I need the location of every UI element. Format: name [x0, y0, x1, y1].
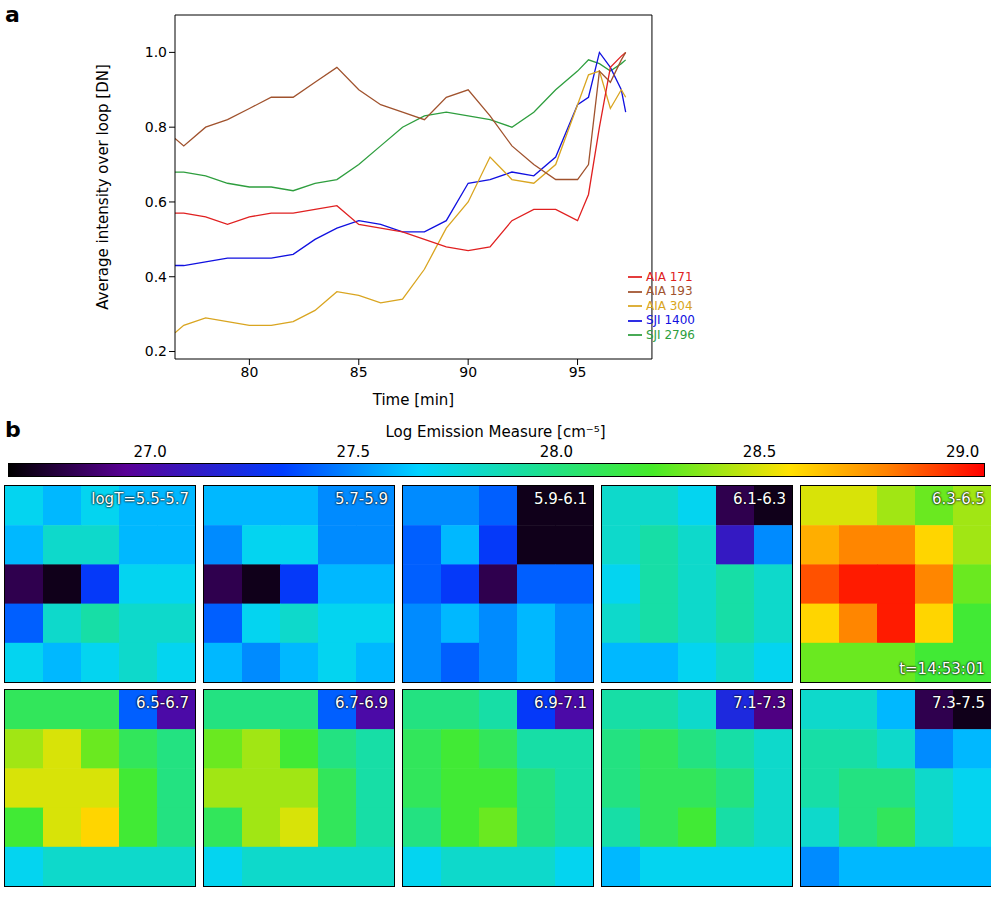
html-text:28.0: 28.0 [539, 443, 574, 461]
html-text:7.1-7.3: 7.1-7.3 [732, 694, 786, 712]
html-text:6.5-6.7: 6.5-6.7 [135, 694, 189, 712]
html-text:5.7-5.9: 5.7-5.9 [334, 490, 388, 508]
html-text:28.5: 28.5 [742, 443, 777, 461]
svg-text:0.8: 0.8 [145, 119, 167, 135]
svg-text:90: 90 [459, 364, 477, 380]
svg-text:1.0: 1.0 [145, 44, 167, 60]
html-text:29.0: 29.0 [946, 443, 980, 461]
html-text:SJI 1400: SJI 1400 [645, 313, 695, 327]
svg-text:95: 95 [569, 364, 587, 380]
html-text:AIA 304: AIA 304 [645, 298, 693, 313]
html-text:t=14:53:01: t=14:53:01 [899, 660, 985, 678]
html-text:SJI 2796: SJI 2796 [645, 327, 695, 342]
html-text:logT=5.5-5.7: logT=5.5-5.7 [91, 490, 189, 508]
html-text:Log Emission Measure [cm⁻⁵]: Log Emission Measure [cm⁻⁵] [385, 423, 606, 441]
html-text:6.7-6.9: 6.7-6.9 [334, 694, 388, 712]
svg-text:Average intensity over loop [D: Average intensity over loop [DN] [94, 64, 112, 310]
svg-text:80: 80 [240, 364, 258, 380]
svg-text:0.6: 0.6 [145, 194, 167, 210]
html-text:6.9-7.1: 6.9-7.1 [533, 694, 587, 712]
svg-text:Time [min]: Time [min] [372, 391, 454, 409]
html-text:27.0: 27.0 [133, 443, 167, 461]
html-text:6.3-6.5: 6.3-6.5 [931, 490, 985, 508]
html-text:AIA 193: AIA 193 [645, 284, 693, 298]
html-text:7.3-7.5: 7.3-7.5 [931, 694, 985, 712]
html-text:6.1-6.3: 6.1-6.3 [732, 490, 786, 508]
html-text:5.9-6.1: 5.9-6.1 [533, 490, 587, 508]
html-text:a: a [5, 2, 20, 27]
svg-text:0.2: 0.2 [145, 343, 167, 359]
html-text:27.5: 27.5 [336, 443, 370, 461]
svg-text:0.4: 0.4 [145, 269, 167, 285]
html-text:b: b [5, 417, 21, 442]
html-text:AIA 171: AIA 171 [645, 269, 693, 284]
svg-text:85: 85 [350, 364, 368, 380]
